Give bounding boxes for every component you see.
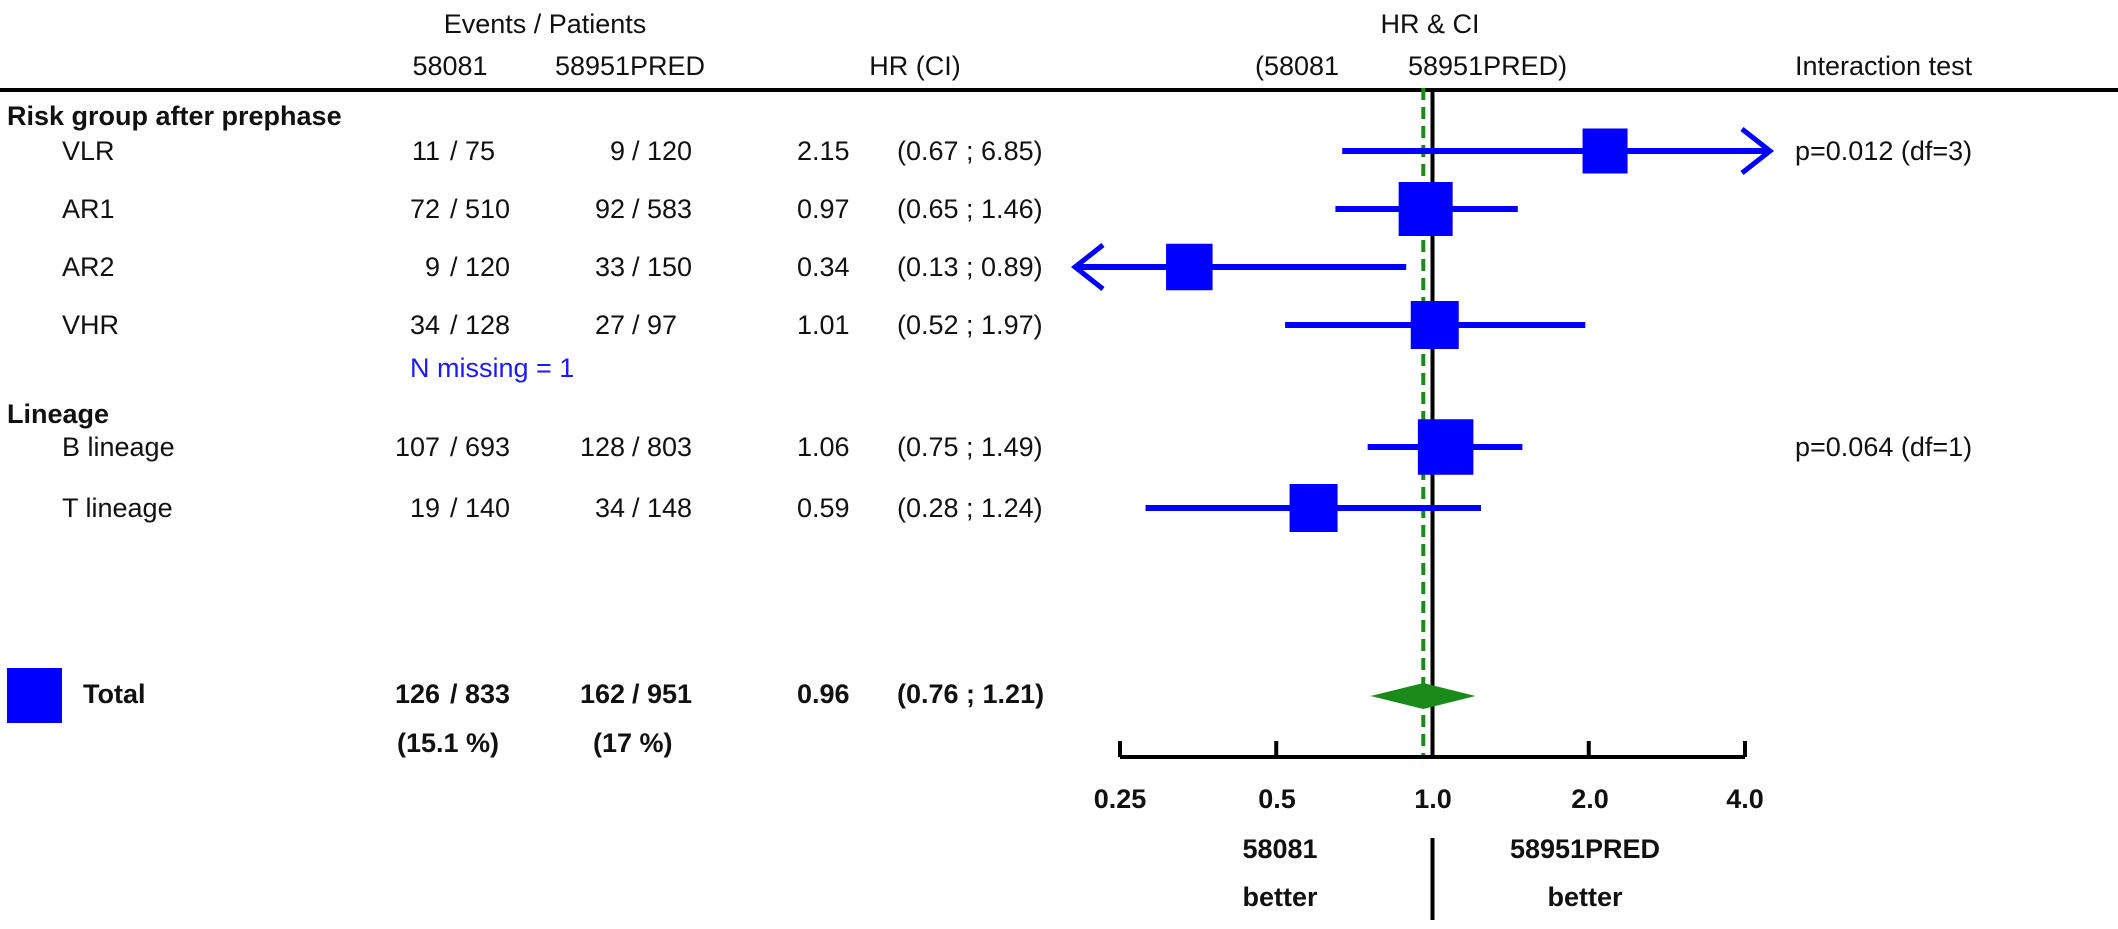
interaction-p-lineage: p=0.064 (df=1)	[1795, 432, 1973, 462]
b-events: 27	[594, 310, 625, 340]
hr-marker	[1398, 182, 1453, 236]
a-patients: / 120	[450, 252, 511, 282]
ci-value: (0.52 ; 1.97)	[897, 310, 1043, 340]
ci-arrow-left	[1070, 243, 1105, 291]
x-tick-label: 0.25	[1093, 784, 1147, 814]
x-tick-label: 2.0	[1571, 784, 1609, 814]
row-label: T lineage	[62, 493, 173, 523]
hr-marker	[1410, 301, 1459, 349]
total-a-patients: / 833	[450, 679, 511, 709]
favours-left-label: 58081	[1242, 834, 1318, 864]
b-events: 128	[579, 432, 625, 462]
hr-value: 1.06	[797, 432, 850, 462]
hr-ci-header: HR (CI)	[869, 51, 961, 81]
a-events: 9	[424, 252, 440, 282]
total-ci: (0.76 ; 1.21)	[897, 679, 1045, 709]
total-diamond	[1370, 683, 1476, 709]
interaction-p-risk: p=0.012 (df=3)	[1795, 136, 1973, 166]
b-patients: / 120	[632, 136, 693, 166]
favours-right-better: better	[1547, 882, 1623, 912]
b-events: 9	[609, 136, 625, 166]
a-events: 11	[411, 136, 440, 166]
a-patients: / 75	[450, 136, 496, 166]
favours-right-label: 58951PRED	[1509, 834, 1661, 864]
b-patients: / 583	[632, 194, 693, 224]
hr-marker	[1289, 484, 1338, 532]
plot-subtitle-right: 58951PRED)	[1408, 51, 1568, 81]
b-patients: / 148	[632, 493, 693, 523]
b-patients: / 803	[632, 432, 693, 462]
row-label: AR2	[62, 252, 115, 282]
a-patients: / 140	[450, 493, 511, 523]
a-patients: / 510	[450, 194, 511, 224]
b-patients: / 97	[632, 310, 678, 340]
hr-marker	[1582, 128, 1628, 174]
a-events: 34	[409, 310, 440, 340]
ci-value: (0.67 ; 6.85)	[897, 136, 1043, 166]
missing-note: N missing = 1	[410, 353, 575, 383]
ci-value: (0.75 ; 1.49)	[897, 432, 1043, 462]
interaction-header: Interaction test	[1795, 51, 1973, 81]
ci-value: (0.28 ; 1.24)	[897, 493, 1043, 523]
row-label: VLR	[62, 136, 115, 166]
hr-value: 0.59	[797, 493, 850, 523]
ci-value: (0.65 ; 1.46)	[897, 194, 1043, 224]
a-patients: / 693	[450, 432, 511, 462]
hr-value: 0.34	[797, 252, 850, 282]
hr-value: 0.97	[797, 194, 850, 224]
x-tick-label: 1.0	[1414, 784, 1452, 814]
x-tick-label: 4.0	[1726, 784, 1764, 814]
total-b-pct: (17 %)	[593, 728, 673, 758]
group-label-risk: Risk group after prephase	[7, 101, 342, 131]
plot-title: HR & CI	[1380, 9, 1480, 39]
favours-left-better: better	[1242, 882, 1318, 912]
b-events: 33	[594, 252, 625, 282]
total-legend-square	[7, 668, 62, 723]
total-hr: 0.96	[797, 679, 850, 709]
header-rule	[0, 88, 2118, 92]
ci-value: (0.13 ; 0.89)	[897, 252, 1043, 282]
col-b-header: 58951PRED	[554, 51, 706, 81]
row-label: B lineage	[62, 432, 175, 462]
b-events: 34	[594, 493, 625, 523]
total-a-pct: (15.1 %)	[397, 728, 500, 758]
events-patients-header: Events / Patients	[443, 9, 647, 39]
a-events: 19	[409, 493, 440, 523]
hr-value: 1.01	[797, 310, 850, 340]
col-a-header: 58081	[412, 51, 488, 81]
row-label: VHR	[62, 310, 120, 340]
plot-subtitle-left: (58081	[1255, 51, 1340, 81]
hr-marker	[1166, 243, 1213, 291]
hr-value: 2.15	[797, 136, 850, 166]
x-tick-label: 0.5	[1258, 784, 1296, 814]
total-label: Total	[83, 679, 146, 709]
total-b-patients: / 951	[632, 679, 693, 709]
a-events: 107	[394, 432, 440, 462]
a-events: 72	[409, 194, 440, 224]
b-events: 92	[594, 194, 625, 224]
row-label: AR1	[62, 194, 115, 224]
hr-marker	[1417, 419, 1474, 475]
ci-arrow-right	[1740, 127, 1775, 175]
total-b-events: 162	[579, 679, 625, 709]
total-a-events: 126	[394, 679, 440, 709]
b-patients: / 150	[632, 252, 693, 282]
a-patients: / 128	[450, 310, 511, 340]
group-label-lineage: Lineage	[7, 399, 110, 429]
